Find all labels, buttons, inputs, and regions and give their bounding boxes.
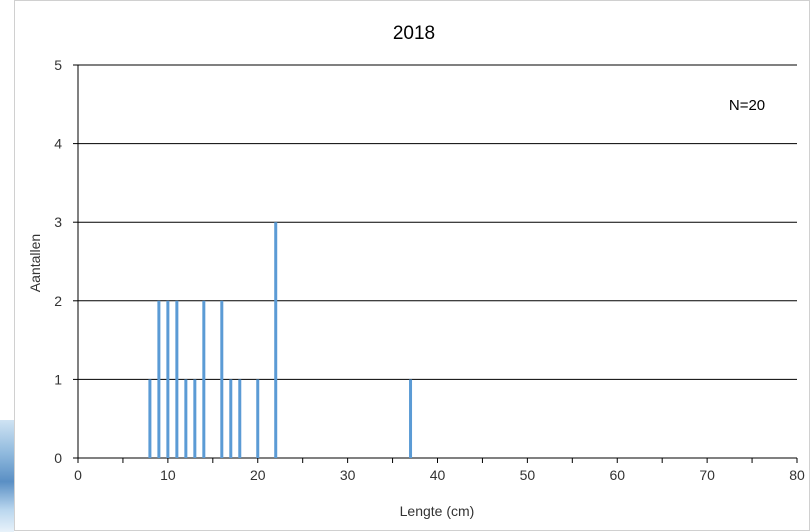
x-tick-label-10: 10 (160, 467, 176, 483)
background-image-strip (0, 420, 14, 532)
x-tick-label-20: 20 (250, 467, 266, 483)
x-tick-label-50: 50 (520, 467, 536, 483)
bar-8 (148, 379, 152, 458)
bar-37 (409, 379, 413, 458)
bar-14 (202, 300, 206, 458)
bar-13 (193, 379, 197, 458)
bar-22 (274, 222, 278, 458)
y-tick-label-0: 0 (54, 450, 62, 466)
y-tick-label-1: 1 (54, 371, 62, 387)
bar-9 (157, 300, 161, 458)
bars (148, 222, 413, 458)
x-tick-label-30: 30 (340, 467, 356, 483)
bar-10 (166, 300, 170, 458)
bar-11 (175, 300, 179, 458)
bar-16 (220, 300, 224, 458)
chart-title: 2018 (393, 23, 435, 44)
y-tick-label-4: 4 (54, 136, 62, 152)
x-tick-label-70: 70 (699, 467, 715, 483)
sample-size-annotation: N=20 (729, 97, 765, 114)
x-tick-label-80: 80 (789, 467, 805, 483)
axes (73, 64, 798, 463)
y-tick-label-5: 5 (54, 57, 62, 73)
x-tick-label-40: 40 (430, 467, 446, 483)
bar-18 (238, 379, 242, 458)
x-axis-title: Lengte (cm) (400, 503, 475, 519)
bar-17 (229, 379, 233, 458)
x-tick-label-0: 0 (74, 467, 82, 483)
y-axis-title: Aantallen (27, 234, 43, 292)
bar-12 (184, 379, 188, 458)
y-tick-label-2: 2 (54, 293, 62, 309)
bar-20 (256, 379, 260, 458)
y-tick-label-3: 3 (54, 214, 62, 230)
x-tick-label-60: 60 (609, 467, 625, 483)
